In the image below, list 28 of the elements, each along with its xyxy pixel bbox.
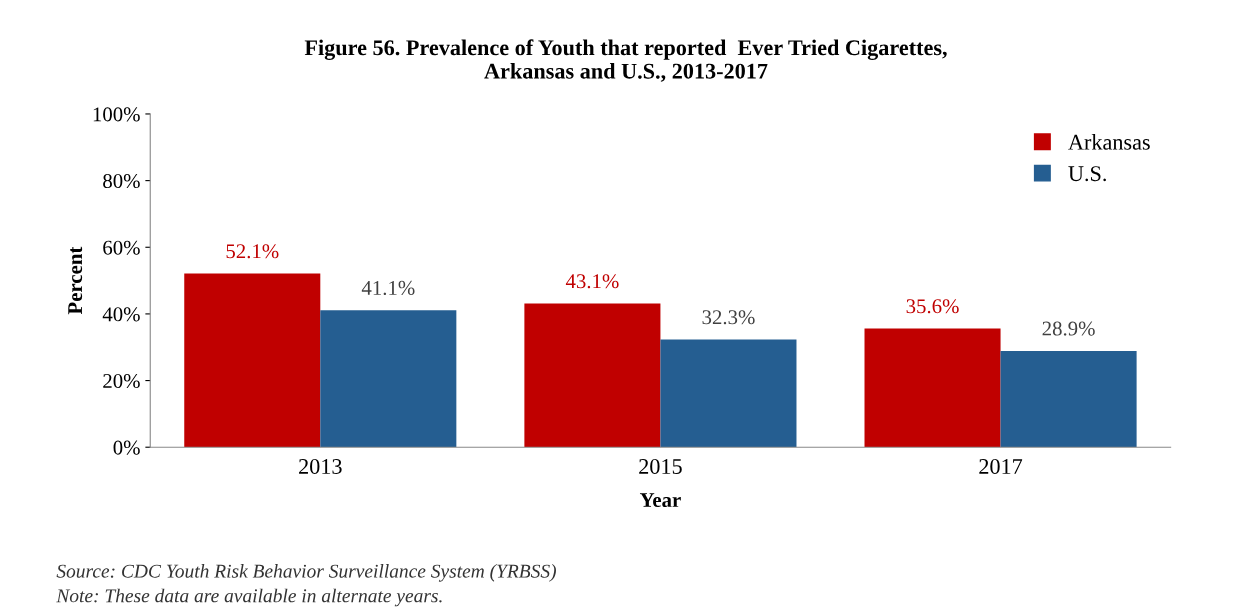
x-tick-label: 2015 xyxy=(639,458,682,474)
y-tick-label: 40% xyxy=(102,307,140,322)
bar xyxy=(660,339,797,448)
bar xyxy=(320,310,457,448)
y-tick-label: 60% xyxy=(103,240,140,255)
bar xyxy=(524,303,661,448)
legend-label: U.S. xyxy=(1068,166,1106,182)
data-label: 43.1% xyxy=(565,274,619,289)
data-label: 35.6% xyxy=(906,299,959,314)
x-tick-label: 2017 xyxy=(979,458,1023,474)
bar xyxy=(184,273,321,448)
y-tick-label: 80% xyxy=(103,173,140,189)
legend-label: Arkansas xyxy=(1068,134,1150,150)
chart-title: Figure 56. Prevalence of Youth that reported Ever Tried Cigarettes, Arkansas and U.S., 2013-2017 xyxy=(304,39,947,82)
source-note: Source: CDC Youth Risk Behavior Surveillance System (YRBSS) xyxy=(56,564,556,582)
data-label: 52.1% xyxy=(226,244,279,259)
bar xyxy=(1000,350,1137,448)
bar xyxy=(864,328,1001,448)
y-tick-label: 0% xyxy=(113,440,140,455)
data-label: 28.9% xyxy=(1042,321,1095,336)
text: Note: These data are available in alternate years. xyxy=(56,588,442,607)
x-tick-label: 2013 xyxy=(299,458,342,474)
y-tick-label: 20% xyxy=(103,373,140,389)
data-label: 41.1% xyxy=(361,280,415,295)
x-axis-title: Year xyxy=(639,493,681,508)
y-tick-label: 100% xyxy=(93,107,140,122)
data-label: 32.3% xyxy=(702,310,755,325)
y-axis-title: Percent xyxy=(68,246,83,315)
